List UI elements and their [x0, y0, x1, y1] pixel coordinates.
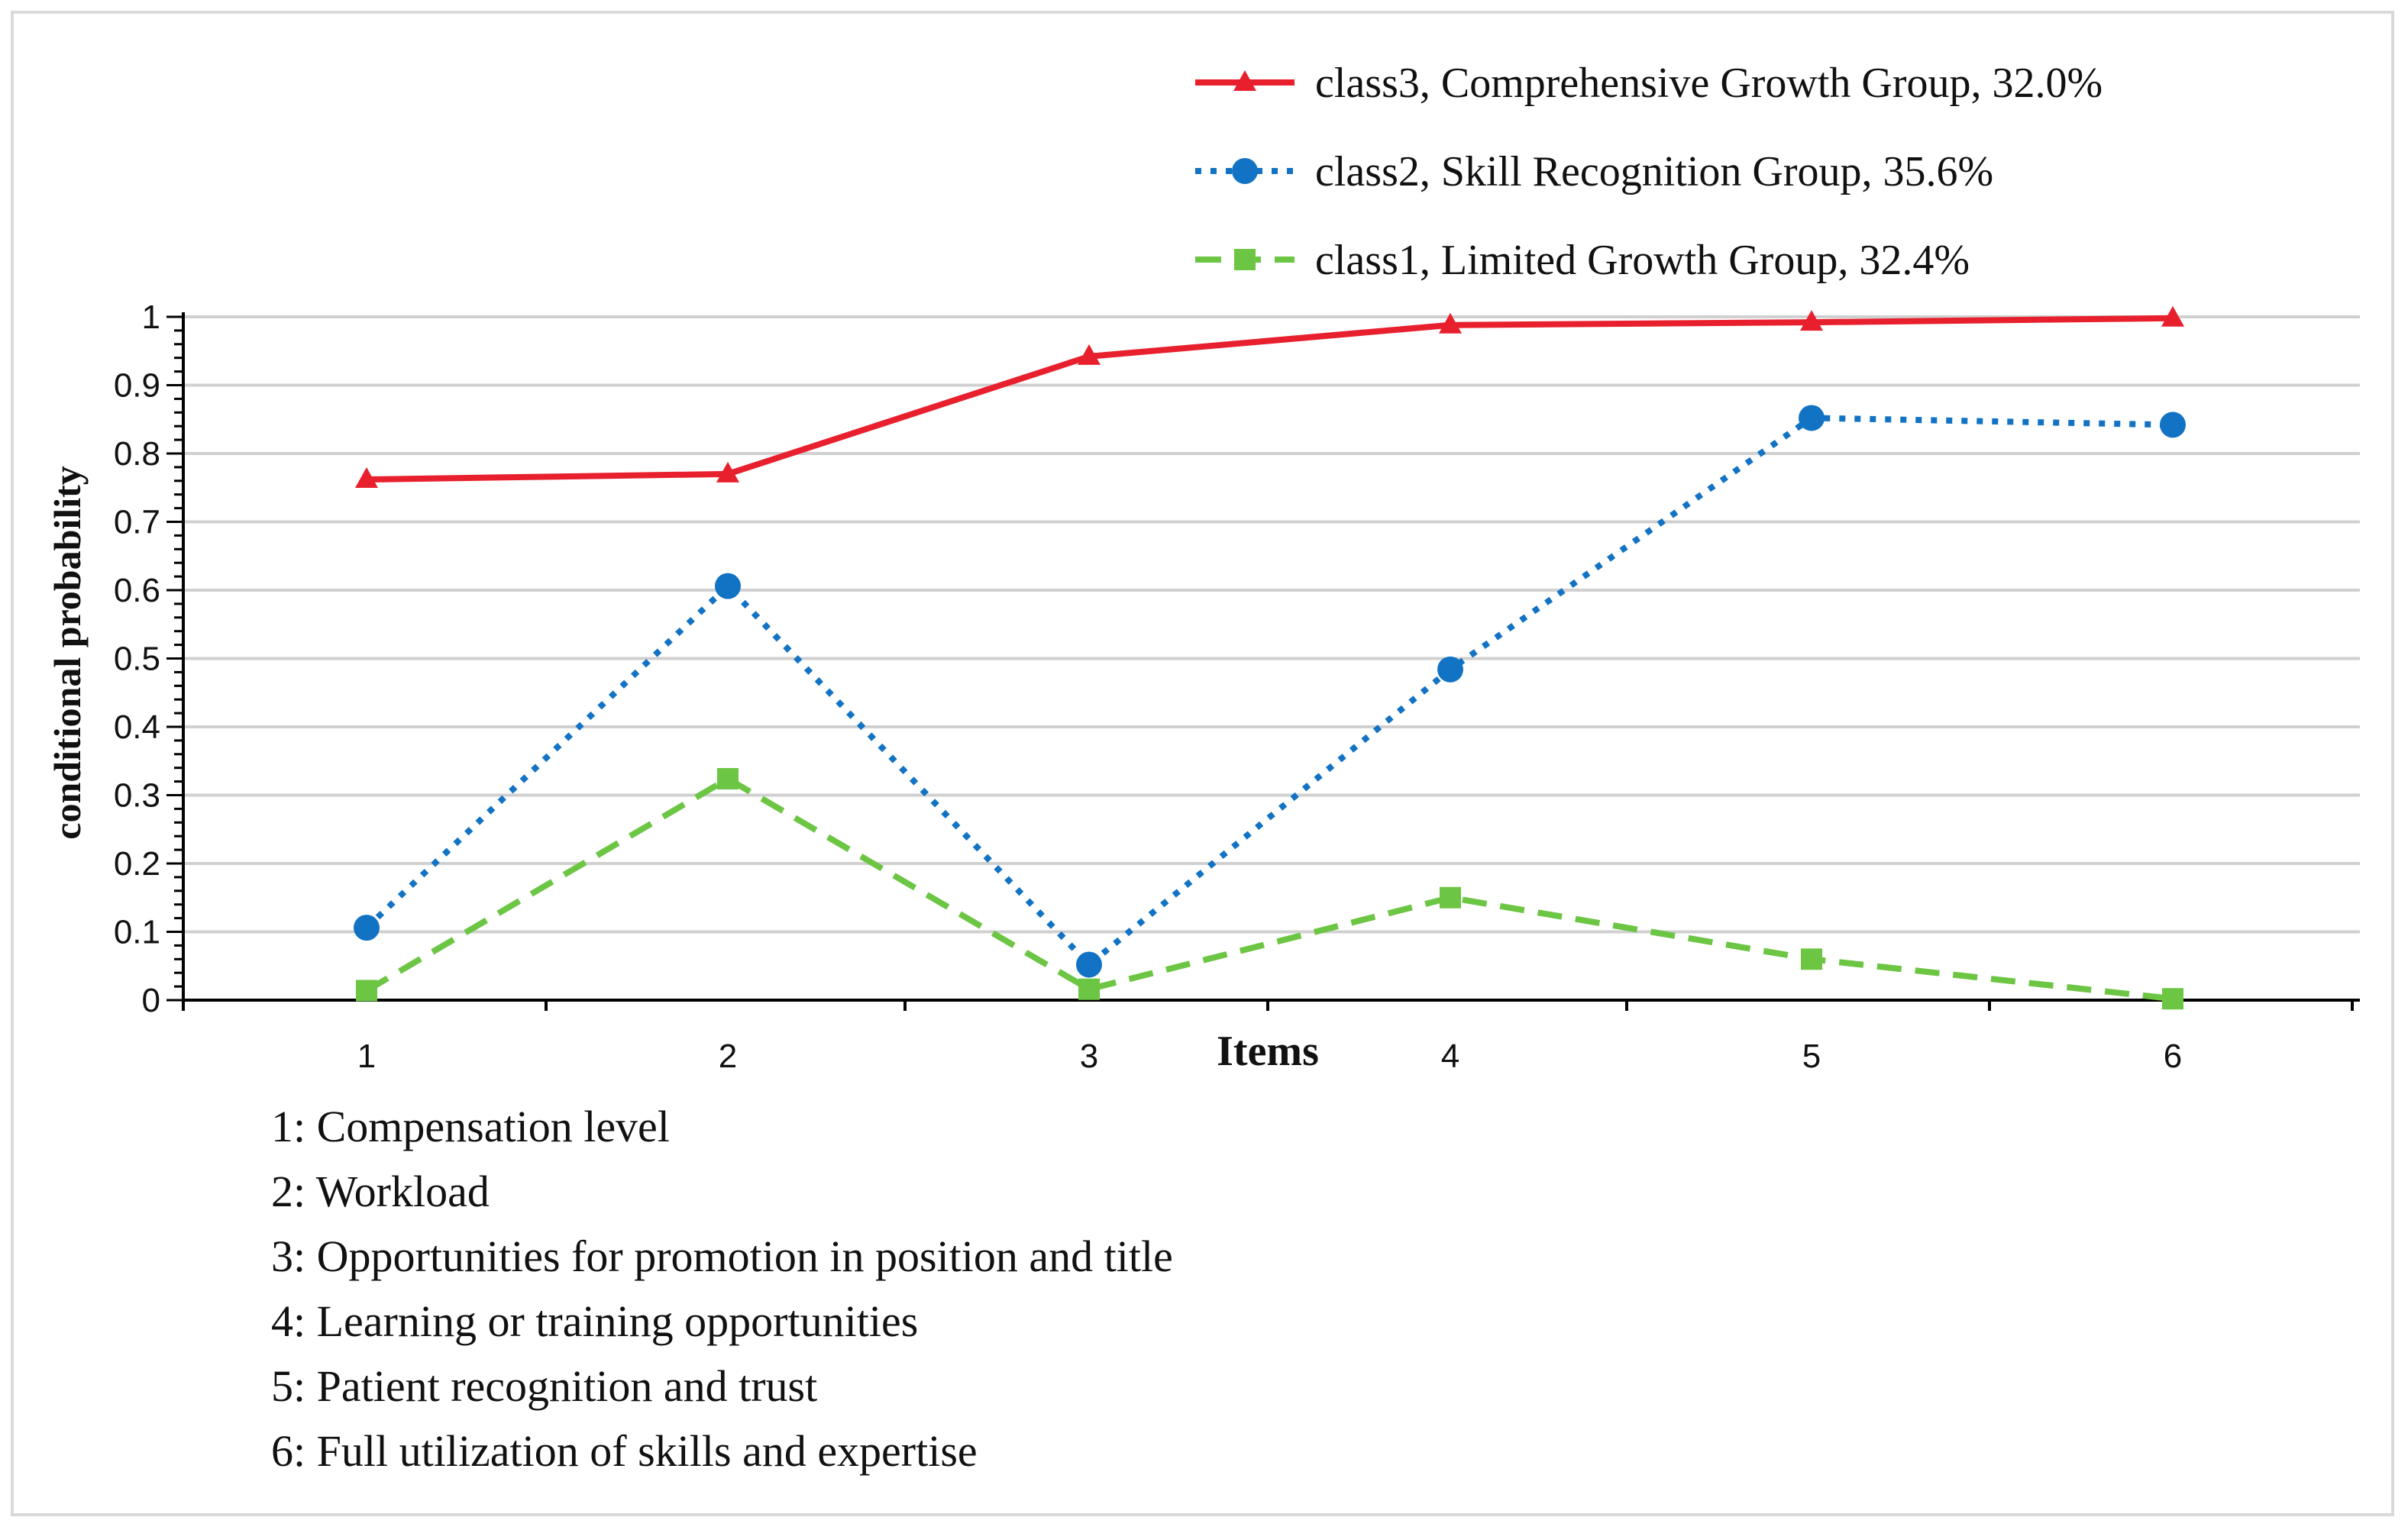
y-tick-label: 0.3	[114, 777, 160, 815]
y-tick-label: 0.1	[114, 914, 160, 951]
data-point	[1078, 344, 1101, 365]
data-point	[355, 467, 378, 489]
legend-label: class2, Skill Recognition Group, 35.6%	[1315, 148, 1993, 195]
item-note: 3: Opportunities for promotion in positi…	[271, 1231, 1173, 1281]
x-tick-label: 3	[1080, 1038, 1098, 1075]
data-point	[354, 915, 380, 941]
data-point	[1799, 405, 1825, 431]
y-axis-label: conditional probability	[46, 466, 89, 839]
x-tick-label: 5	[1802, 1038, 1821, 1075]
data-point	[1801, 948, 1822, 970]
x-tick-label: 1	[357, 1038, 376, 1075]
series-3	[356, 768, 2183, 1010]
item-note: 2: Workload	[271, 1167, 490, 1216]
y-tick-label: 0.7	[114, 504, 160, 541]
data-point	[715, 573, 741, 599]
legend-label: class3, Comprehensive Growth Group, 32.0…	[1315, 60, 2103, 107]
series-2	[354, 405, 2186, 978]
data-point	[717, 768, 739, 790]
series-line	[364, 415, 2174, 968]
series-line	[364, 776, 2174, 1002]
data-point	[2160, 412, 2186, 438]
legend-item: class2, Skill Recognition Group, 35.6%	[1195, 148, 1993, 195]
x-tick-label: 4	[1441, 1038, 1459, 1075]
series-line	[366, 315, 2174, 483]
y-tick-label: 0.2	[114, 845, 160, 883]
item-note: 6: Full utilization of skills and expert…	[271, 1426, 978, 1476]
item-note: 5: Patient recognition and trust	[271, 1361, 817, 1411]
item-note: 1: Compensation level	[271, 1102, 670, 1151]
legend-marker	[1233, 70, 1256, 91]
legend-marker	[1234, 249, 1256, 270]
data-point	[1076, 951, 1102, 978]
data-point	[1800, 310, 1823, 331]
data-point	[1078, 978, 1100, 1000]
legend-marker	[1232, 158, 1258, 184]
y-tick-labels: 0 0.1 0.2 0.3 0.4 0.5 0.6 0.7 0.8 0.9 1	[114, 299, 160, 1019]
item-notes: 1: Compensation level 2: Workload 3: Oppor…	[271, 1102, 1173, 1476]
x-axis-label: Items	[1217, 1028, 1319, 1075]
legend-item: class1, Limited Growth Group, 32.4%	[1195, 237, 1970, 284]
series-1	[355, 305, 2184, 489]
data-point	[716, 461, 739, 483]
data-point	[1437, 656, 1463, 683]
y-tick-label: 1	[142, 299, 160, 336]
item-note: 4: Learning or training opportunities	[271, 1296, 918, 1346]
legend-label: class1, Limited Growth Group, 32.4%	[1315, 237, 1970, 284]
data-point	[2162, 988, 2183, 1010]
y-tick-label: 0.8	[114, 435, 160, 473]
legend-item: class3, Comprehensive Growth Group, 32.0…	[1195, 60, 2103, 107]
data-point	[2161, 305, 2184, 327]
y-tick-label: 0.9	[114, 367, 160, 405]
grid-lines	[183, 315, 2360, 934]
legend: class3, Comprehensive Growth Group, 32.0…	[1195, 60, 2103, 284]
data-point	[1440, 886, 1461, 909]
y-tick-label: 0.5	[114, 641, 160, 678]
data-point	[1439, 312, 1462, 334]
x-tick-label: 2	[719, 1038, 737, 1075]
x-tick-label: 6	[2164, 1038, 2182, 1075]
data-point	[356, 980, 377, 1002]
y-tick-label: 0.4	[114, 709, 160, 746]
axes	[166, 312, 2360, 1011]
y-tick-label: 0	[142, 982, 160, 1019]
y-tick-label: 0.6	[114, 572, 160, 609]
x-tick-labels: 1 2 3 4 5 6	[357, 1038, 2182, 1075]
series-group	[354, 305, 2186, 1010]
